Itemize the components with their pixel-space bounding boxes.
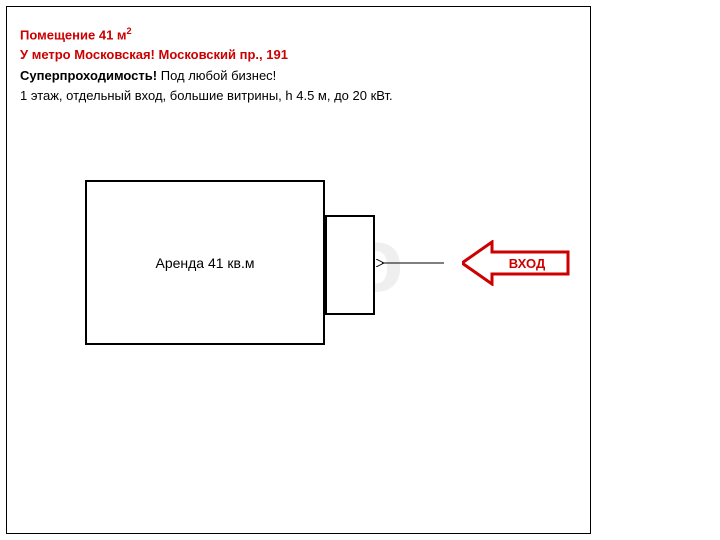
listing-header: Помещение 41 м2 У метро Московская! Моск… [20, 24, 393, 106]
main-room-label: Аренда 41 кв.м [155, 255, 254, 271]
header-line-3-rest: Под любой бизнес! [157, 68, 276, 83]
header-line-3-strong: Суперпроходимость! [20, 68, 157, 83]
header-line-4: 1 этаж, отдельный вход, большие витрины,… [20, 86, 393, 106]
entry-arrow-label: ВХОД [487, 256, 545, 271]
header-line-1: Помещение 41 м2 [20, 24, 393, 45]
entry-arrow: ВХОД [462, 240, 570, 286]
direction-arrow-thin [376, 253, 446, 273]
header-line-3: Суперпроходимость! Под любой бизнес! [20, 66, 393, 86]
header-area-text: Помещение 41 м [20, 27, 127, 42]
main-room-box: Аренда 41 кв.м [85, 180, 325, 345]
header-area-sup: 2 [127, 26, 132, 36]
header-line-2: У метро Московская! Московский пр., 191 [20, 45, 393, 65]
vestibule-box [325, 215, 375, 315]
